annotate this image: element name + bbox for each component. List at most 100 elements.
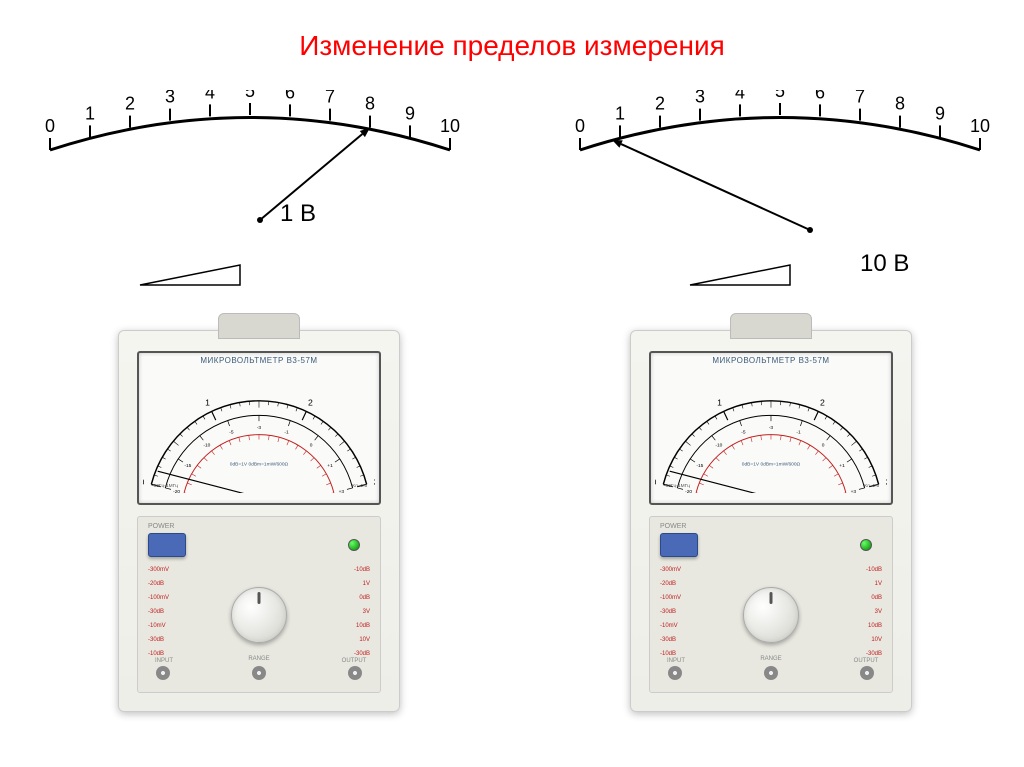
svg-text:-15: -15 [184, 463, 191, 469]
svg-text:0: 0 [655, 477, 657, 487]
svg-text:-1: -1 [284, 429, 289, 435]
svg-text:3: 3 [165, 90, 175, 107]
jacks: INPUT OUTPUT [650, 660, 892, 684]
range-label: -30dB [660, 609, 700, 615]
svg-text:1: 1 [85, 103, 95, 123]
input-jack-label: INPUT [656, 658, 696, 664]
svg-text:~50Гц-1МГц: ~50Гц-1МГц [663, 483, 690, 489]
svg-text:6: 6 [285, 90, 295, 102]
reading-left: 1 В [280, 200, 316, 228]
model-label: МИКРОВОЛЬТМЕТР В3-57М [139, 356, 379, 365]
range-label: -20dB [660, 581, 700, 587]
svg-text:3: 3 [695, 90, 705, 107]
output-jack-label: OUTPUT [846, 658, 886, 664]
range-label: -30dB [148, 637, 188, 643]
range-label: -10dB [660, 651, 700, 657]
controls: POWER -300mV-20dB-100mV-30dB-10mV-30dB-1… [137, 516, 381, 693]
range-label: -10dB [842, 567, 882, 573]
power-led [348, 539, 360, 551]
svg-text:Кл. 1.5: Кл. 1.5 [352, 483, 367, 489]
power-label: POWER [660, 523, 686, 530]
range-label: 10dB [330, 623, 370, 629]
output-jack[interactable] [348, 666, 362, 680]
power-label: POWER [148, 523, 174, 530]
range-label: -100mV [660, 595, 700, 601]
device-handle [218, 313, 300, 339]
svg-text:4: 4 [735, 90, 745, 102]
scale-right: 0 1 2 3 4 5 6 7 8 9 10 [560, 90, 1000, 230]
svg-text:5: 5 [245, 90, 255, 101]
svg-text:8: 8 [895, 94, 905, 114]
gnd-jack[interactable] [764, 666, 778, 680]
svg-text:1: 1 [205, 398, 210, 408]
svg-text:2: 2 [820, 398, 825, 408]
input-jack[interactable] [668, 666, 682, 680]
range-label: 0dB [842, 595, 882, 601]
svg-text:Кл. 1.5: Кл. 1.5 [864, 483, 879, 489]
range-label: 1V [330, 581, 370, 587]
gnd-jack[interactable] [252, 666, 266, 680]
panel-svg: 0123-20-15-10-5-3-10+1+30dB=1V 0dBm=1mW/… [655, 367, 887, 493]
input-jack[interactable] [156, 666, 170, 680]
svg-text:0: 0 [575, 116, 585, 136]
device-handle [730, 313, 812, 339]
range-label: -300mV [660, 567, 700, 573]
svg-text:-5: -5 [741, 429, 746, 435]
svg-text:5: 5 [775, 90, 785, 101]
device-left: МИКРОВОЛЬТМЕТР В3-57М 0123-20-15-10-5-3-… [118, 330, 400, 712]
svg-text:6: 6 [815, 90, 825, 102]
scale-left-svg: 012345678910 [30, 90, 470, 290]
range-label: -300mV [148, 567, 188, 573]
svg-text:-5: -5 [229, 429, 234, 435]
svg-text:4: 4 [205, 90, 215, 102]
svg-text:0: 0 [822, 443, 825, 449]
svg-text:7: 7 [855, 90, 865, 107]
output-jack[interactable] [860, 666, 874, 680]
power-button[interactable] [148, 533, 186, 557]
svg-text:0dB=1V 0dBm=1mW/600Ω: 0dB=1V 0dBm=1mW/600Ω [230, 462, 289, 468]
svg-text:1: 1 [717, 398, 722, 408]
range-label: -30dB [842, 651, 882, 657]
svg-text:-10: -10 [203, 443, 210, 449]
range-label: 10V [330, 637, 370, 643]
svg-text:1: 1 [615, 103, 625, 123]
range-knob[interactable] [231, 587, 287, 643]
scale-left: 012345678910 [30, 90, 470, 230]
range-label: -10mV [660, 623, 700, 629]
output-jack-label: OUTPUT [334, 658, 374, 664]
svg-text:-3: -3 [769, 425, 774, 431]
panel-svg: 0123-20-15-10-5-3-10+1+30dB=1V 0dBm=1mW/… [143, 367, 375, 493]
power-led [860, 539, 872, 551]
svg-text:0: 0 [143, 477, 145, 487]
device-right: МИКРОВОЛЬТМЕТР В3-57М 0123-20-15-10-5-3-… [630, 330, 912, 712]
power-button[interactable] [660, 533, 698, 557]
svg-text:9: 9 [405, 103, 415, 123]
svg-text:0: 0 [45, 116, 55, 136]
svg-text:-15: -15 [696, 463, 703, 469]
range-label: -20dB [148, 581, 188, 587]
range-label: -10mV [148, 623, 188, 629]
svg-text:-3: -3 [257, 425, 262, 431]
analog-panel: МИКРОВОЛЬТМЕТР В3-57М 0123-20-15-10-5-3-… [649, 351, 893, 505]
svg-text:3: 3 [886, 477, 887, 487]
svg-text:2: 2 [655, 94, 665, 114]
range-label: 1V [842, 581, 882, 587]
jacks: INPUT OUTPUT [138, 660, 380, 684]
range-label: -10dB [330, 567, 370, 573]
range-label: 10V [842, 637, 882, 643]
svg-text:10: 10 [970, 116, 990, 136]
svg-text:+3: +3 [339, 489, 345, 493]
svg-text:-20: -20 [685, 489, 692, 493]
range-label: 0dB [330, 595, 370, 601]
scale-right-svg: 0 1 2 3 4 5 6 7 8 9 10 [560, 90, 1000, 290]
controls: POWER -300mV -20dB -100mV -30dB -10mV -30dB -1… [649, 516, 893, 693]
range-knob[interactable] [743, 587, 799, 643]
range-label: -30dB [330, 651, 370, 657]
reading-right: 10 В [860, 250, 909, 278]
analog-panel: МИКРОВОЛЬТМЕТР В3-57М 0123-20-15-10-5-3-… [137, 351, 381, 505]
svg-text:0: 0 [310, 443, 313, 449]
svg-text:-1: -1 [796, 429, 801, 435]
svg-text:2: 2 [308, 398, 313, 408]
svg-text:9: 9 [935, 103, 945, 123]
svg-text:-10: -10 [715, 443, 722, 449]
